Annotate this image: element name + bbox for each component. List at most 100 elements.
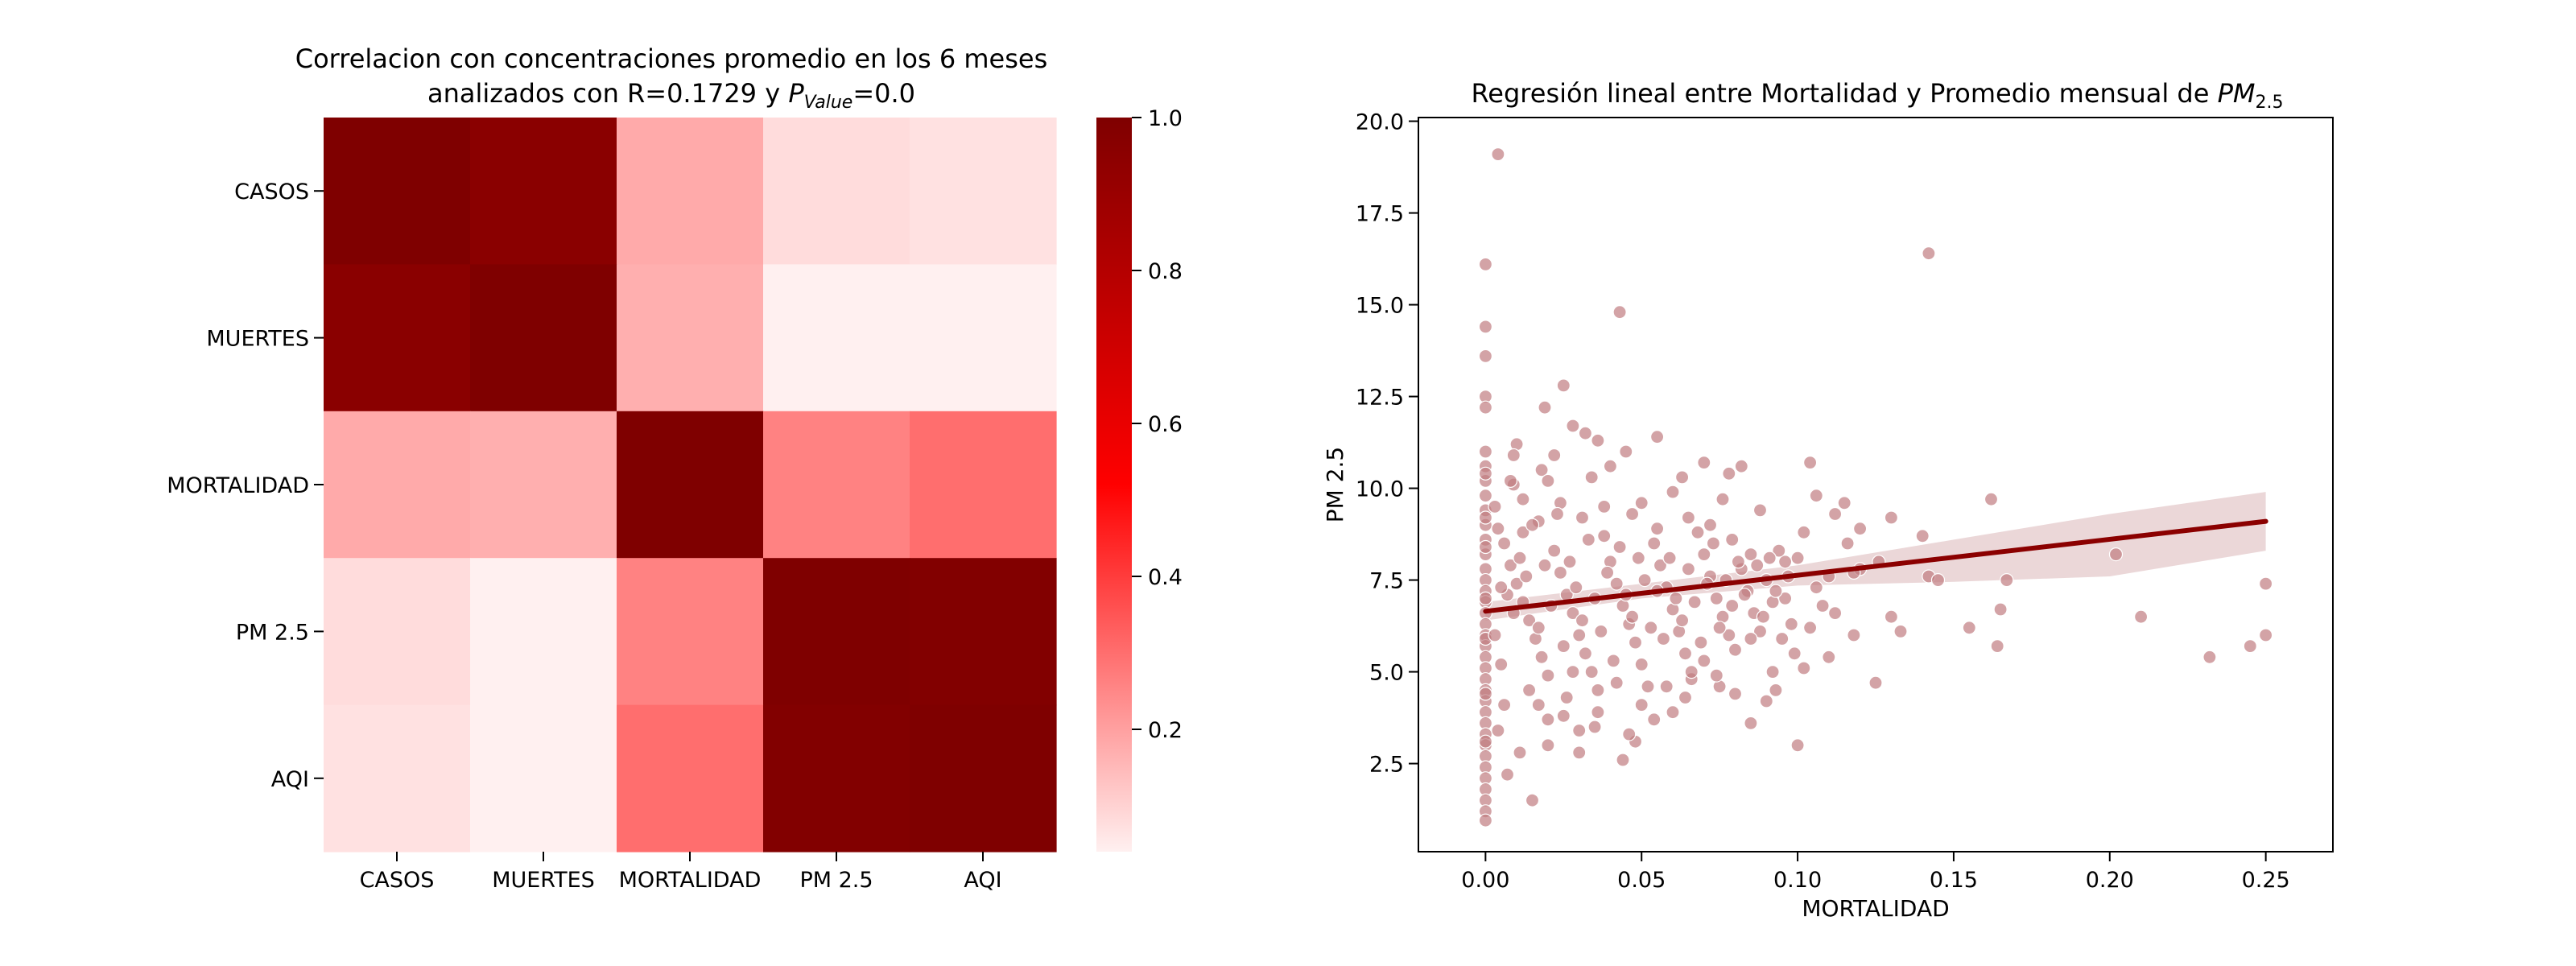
scatter-point	[1828, 506, 1843, 522]
heatmap-col-label: MUERTES	[492, 868, 595, 893]
scatter-point	[1784, 617, 1798, 631]
scatter-point	[1765, 664, 1780, 679]
scatter-point	[1624, 609, 1640, 624]
scatter-x-tick-label: 0.05	[1617, 868, 1666, 893]
heatmap-title-line1: Correlacion con concentraciones promedio…	[295, 43, 1048, 74]
scatter-point	[1525, 518, 1540, 532]
scatter-point	[1491, 522, 1505, 536]
heatmap-cell-mortalidad-muertes	[470, 411, 617, 559]
scatter-point	[1840, 536, 1855, 551]
scatter-point	[1803, 621, 1818, 635]
scatter-point	[1775, 631, 1790, 646]
scatter-point	[1868, 675, 1883, 690]
scatter-point	[1622, 727, 1637, 741]
scatter-point	[1525, 793, 1540, 807]
scatter-point	[1650, 430, 1665, 444]
scatter-point	[1572, 745, 1587, 760]
heatmap-cell-muertes-aqi	[910, 264, 1057, 412]
scatter-point	[1503, 473, 1518, 489]
heatmap-cell-aqi-mortalidad	[617, 704, 764, 852]
heatmap-cell-aqi-muertes	[470, 704, 617, 852]
scatter-title: Regresión lineal entre Mortalidad y Prom…	[1472, 78, 2284, 113]
scatter-point	[1478, 489, 1493, 503]
scatter-point	[1531, 697, 1546, 712]
heatmap-cell-pm-2-5-casos	[324, 558, 471, 706]
scatter-point	[1666, 705, 1680, 720]
scatter-point	[1837, 496, 1852, 510]
scatter-point	[1744, 631, 1758, 646]
heatmap-col-label: AQI	[964, 868, 1001, 893]
scatter-point	[1624, 506, 1640, 522]
scatter-point	[1752, 503, 1768, 518]
scatter-point	[1541, 668, 1555, 683]
scatter-plot-area	[1478, 147, 2273, 828]
scatter-point	[1559, 690, 1574, 705]
scatter-point	[2259, 628, 2273, 642]
scatter-point	[1725, 598, 1740, 613]
scatter-point	[1653, 558, 1668, 572]
scatter-point	[1728, 687, 1743, 701]
heatmap-cell-mortalidad-mortalidad	[617, 411, 764, 559]
scatter-point	[1634, 657, 1649, 672]
colorbar: 0.2 0.4 0.6 0.8 1.0	[1096, 106, 1183, 852]
scatter-point	[1534, 463, 1549, 477]
scatter-point	[1547, 543, 1562, 558]
colorbar-tick-label: 0.6	[1148, 412, 1183, 437]
scatter-point	[1778, 591, 1793, 606]
scatter-point	[1734, 459, 1748, 473]
scatter-point	[1697, 547, 1711, 562]
scatter-point	[1578, 426, 1593, 440]
scatter-y-tick-label: 17.5	[1356, 202, 1404, 227]
scatter-point	[1984, 492, 1999, 506]
scatter-point	[1722, 628, 1736, 642]
scatter-point	[1591, 433, 1605, 448]
heatmap-cells	[324, 118, 1057, 852]
heatmap-cell-pm-2-5-pm-2-5	[763, 558, 910, 706]
scatter-point	[1709, 591, 1724, 606]
scatter-point	[1697, 654, 1711, 668]
scatter-point	[1853, 522, 1868, 536]
scatter-point	[1990, 638, 2004, 654]
scatter-point	[1603, 459, 1618, 473]
scatter-point	[1478, 510, 1493, 525]
scatter-points	[1478, 147, 2273, 828]
scatter-point	[1634, 496, 1649, 510]
scatter-point	[1491, 147, 1505, 162]
scatter-point	[1612, 539, 1627, 555]
heatmap-col-label: MORTALIDAD	[619, 868, 762, 893]
heatmap-panel: Correlacion con concentraciones promedio…	[167, 43, 1183, 893]
heatmap-row-label: PM 2.5	[236, 620, 309, 645]
scatter-point	[1697, 455, 1711, 470]
scatter-point	[2000, 572, 2014, 588]
scatter-y-tick-label: 7.5	[1369, 569, 1404, 594]
scatter-point	[1478, 444, 1493, 459]
colorbar-gradient	[1096, 118, 1132, 852]
scatter-point	[1787, 646, 1802, 661]
scatter-point	[1478, 320, 1493, 334]
scatter-point	[1715, 492, 1730, 506]
scatter-point	[1790, 738, 1805, 753]
scatter-point	[1815, 598, 1830, 613]
scatter-point	[1566, 605, 1580, 621]
heatmap-cell-muertes-casos	[324, 264, 471, 412]
heatmap-cell-casos-pm-2-5	[763, 118, 910, 265]
scatter-panel: Regresión lineal entre Mortalidad y Prom…	[1322, 78, 2334, 922]
scatter-point	[1922, 246, 1936, 261]
scatter-point	[1541, 473, 1555, 489]
scatter-point	[1516, 525, 1530, 539]
scatter-point	[1538, 400, 1552, 415]
scatter-point	[1790, 551, 1805, 565]
scatter-x-axis-label: MORTALIDAD	[1802, 895, 1949, 922]
scatter-x-tick-label: 0.15	[1930, 868, 1978, 893]
scatter-point	[1513, 745, 1527, 760]
scatter-point	[1744, 547, 1758, 562]
heatmap-cell-pm-2-5-aqi	[910, 558, 1057, 706]
scatter-point	[1572, 723, 1587, 738]
scatter-point	[1496, 697, 1512, 712]
scatter-point	[1612, 305, 1627, 320]
scatter-point	[1478, 813, 1493, 828]
scatter-y-tick-label: 15.0	[1356, 294, 1404, 319]
scatter-point	[1847, 628, 1861, 642]
scatter-point	[1656, 631, 1670, 646]
